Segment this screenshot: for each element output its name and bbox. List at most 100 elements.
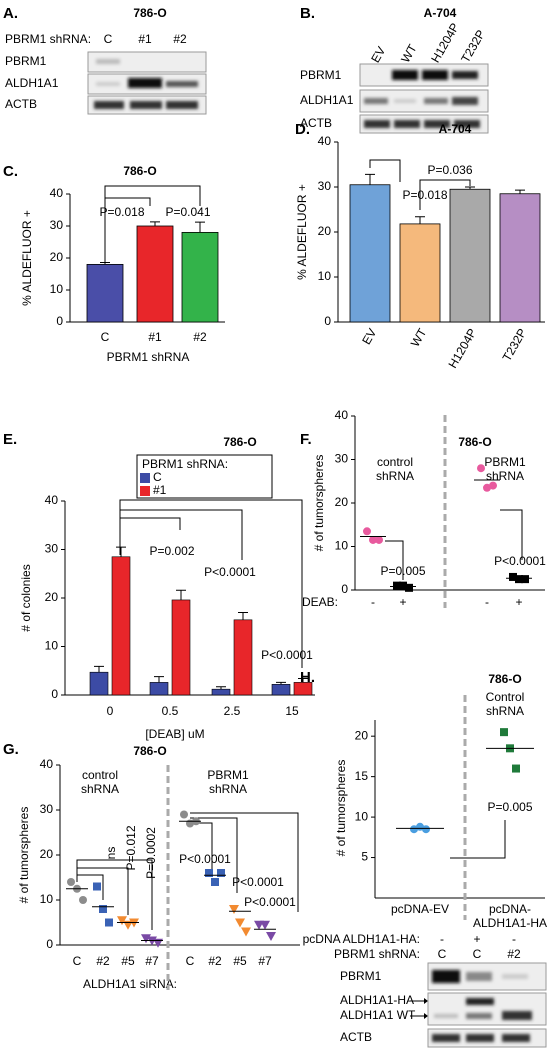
error-bar bbox=[116, 546, 126, 557]
legend-swatch bbox=[140, 473, 150, 483]
lane-header: PBRM1 shRNA: bbox=[334, 947, 420, 961]
x-axis-label: ALDH1A1 siRNA: bbox=[83, 977, 177, 991]
row-label: ACTB bbox=[300, 116, 332, 130]
blot-title: 786-O bbox=[133, 6, 166, 20]
chart-title: 786-O bbox=[223, 435, 256, 449]
row-label: ACTB bbox=[340, 1030, 372, 1044]
data-point bbox=[512, 764, 520, 773]
row-label: ALDH1A1-HA bbox=[340, 993, 414, 1007]
panel-label: E. bbox=[3, 431, 17, 448]
y-tick-label: 30 bbox=[318, 179, 332, 193]
x-tick-label: #7 bbox=[258, 954, 272, 968]
lane-header: pcDNA ALDH1A1-HA: bbox=[303, 932, 420, 946]
bar bbox=[449, 188, 491, 323]
group-label: PBRM1 shRNA bbox=[484, 455, 526, 483]
x-tick-label: EV bbox=[359, 326, 379, 347]
y-tick-label: 30 bbox=[335, 452, 349, 466]
legend-title: PBRM1 shRNA: bbox=[142, 457, 228, 471]
bar bbox=[171, 599, 191, 696]
bar bbox=[233, 619, 253, 696]
panel-label: A. bbox=[3, 5, 18, 22]
row-label: ALDH1A1 bbox=[5, 76, 59, 90]
y-tick-label: 10 bbox=[45, 639, 59, 653]
bracket bbox=[500, 509, 523, 560]
bracket bbox=[190, 812, 299, 912]
data-point bbox=[500, 728, 508, 737]
data-point bbox=[235, 918, 245, 928]
y-tick-label: 40 bbox=[50, 186, 64, 200]
data-point bbox=[393, 581, 401, 590]
x-tick-label: pcDNA-ALDH1A1-HA bbox=[472, 902, 548, 930]
lane-label: C bbox=[473, 947, 482, 961]
y-tick-label: 0 bbox=[51, 687, 58, 701]
annotation: P=0.002 bbox=[149, 544, 194, 558]
error-bar bbox=[365, 173, 375, 185]
error-bar bbox=[216, 686, 226, 690]
error-bar bbox=[415, 216, 425, 224]
y-tick-label: 40 bbox=[318, 134, 332, 148]
x-tick-label: #7 bbox=[145, 954, 159, 968]
bar bbox=[211, 688, 231, 696]
legend-swatch bbox=[140, 486, 150, 496]
bar bbox=[149, 682, 169, 696]
y-tick-label: 40 bbox=[40, 757, 54, 771]
row-label: PBRM1 bbox=[340, 969, 382, 983]
lane-header: PBRM1 shRNA: bbox=[5, 32, 91, 46]
error-bar bbox=[465, 186, 475, 190]
data-point bbox=[241, 927, 251, 937]
x-tick-label: - bbox=[485, 595, 489, 609]
panel-label: B. bbox=[300, 5, 315, 22]
error-bar bbox=[515, 189, 525, 194]
annotation: P<0.0001 bbox=[179, 852, 231, 866]
y-tick-label: 20 bbox=[355, 728, 369, 742]
data-point bbox=[180, 810, 188, 819]
bracket bbox=[104, 197, 151, 292]
blot-image bbox=[359, 63, 489, 134]
y-tick-label: 10 bbox=[335, 539, 349, 553]
data-point bbox=[229, 905, 239, 914]
lane-label: C bbox=[438, 947, 447, 961]
y-tick-label: 0 bbox=[324, 314, 331, 328]
bar bbox=[86, 263, 124, 323]
bracket bbox=[369, 159, 401, 182]
bracket bbox=[190, 817, 238, 893]
annotation: P=0.005 bbox=[380, 564, 425, 578]
x-tick-label: C bbox=[186, 954, 195, 968]
row-label: PBRM1 bbox=[5, 54, 47, 68]
x-tick-label: H1204P bbox=[446, 326, 480, 371]
x-axis-label: DEAB: bbox=[302, 595, 338, 609]
lane-label: #2 bbox=[173, 32, 187, 46]
y-tick-label: 20 bbox=[40, 847, 54, 861]
x-tick-label: C bbox=[101, 330, 110, 344]
error-bar bbox=[276, 681, 286, 685]
y-axis-label: # of colonies bbox=[19, 564, 33, 631]
data-point bbox=[260, 920, 270, 930]
y-tick-label: 20 bbox=[45, 590, 59, 604]
legend-box bbox=[136, 454, 273, 499]
panel-label: G. bbox=[3, 741, 19, 758]
bracket bbox=[76, 859, 153, 930]
data-point bbox=[515, 575, 523, 584]
annotation: P=0.005 bbox=[487, 800, 532, 814]
data-point bbox=[205, 869, 213, 877]
lane-label: EV bbox=[368, 44, 388, 65]
x-tick-label: #5 bbox=[121, 954, 135, 968]
bar bbox=[89, 671, 109, 696]
y-tick-label: 10 bbox=[355, 809, 369, 823]
error-bar bbox=[238, 612, 248, 620]
lane-label: - bbox=[440, 932, 444, 946]
data-point bbox=[217, 869, 225, 877]
lane-label: C bbox=[104, 32, 113, 46]
y-tick-label: 20 bbox=[318, 224, 332, 238]
y-axis-label: # of tumorspheres bbox=[17, 807, 31, 904]
annotation: P=0.018 bbox=[402, 188, 447, 202]
y-tick-label: 30 bbox=[45, 542, 59, 556]
x-tick-label: #2 bbox=[193, 330, 207, 344]
x-axis-label: [DEAB] uM bbox=[145, 727, 204, 741]
bar bbox=[349, 184, 391, 323]
annotation: P=0.041 bbox=[165, 205, 210, 219]
blot-title: A-704 bbox=[424, 6, 457, 20]
bar bbox=[136, 225, 174, 323]
y-tick-label: 40 bbox=[335, 408, 349, 422]
y-tick-label: 15 bbox=[355, 769, 369, 783]
